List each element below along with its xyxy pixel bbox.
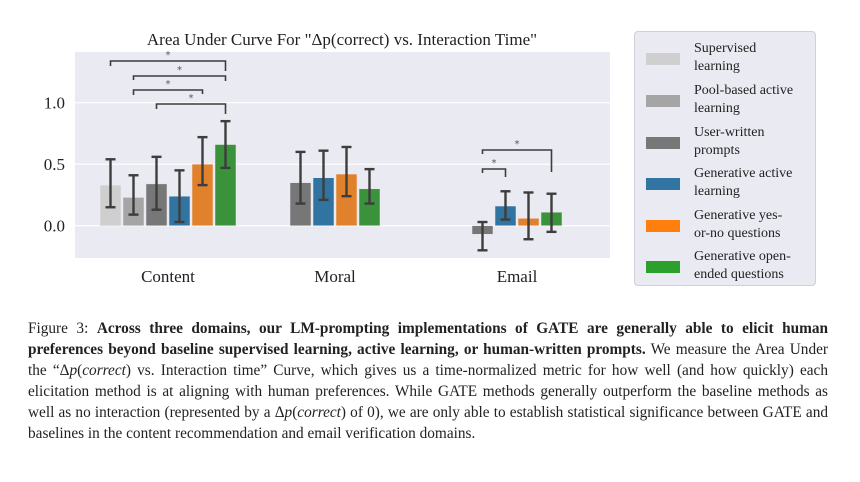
y-axis-ticks: 0.0 0.5 1.0 — [44, 94, 65, 236]
legend-swatch — [646, 220, 680, 232]
significance-bracket — [132, 89, 204, 95]
significance-marker: * — [166, 79, 171, 90]
legend-label: Generative open-ended questions — [694, 249, 791, 282]
legend-swatch — [646, 53, 680, 65]
y-tick-label: 0.0 — [44, 217, 65, 236]
error-bars — [105, 119, 557, 252]
legend-item-user-written: User-written prompts — [635, 122, 815, 162]
legend-label: Supervised learning — [694, 41, 757, 74]
plot-area — [75, 52, 610, 258]
x-tick-label: Moral — [314, 267, 356, 286]
legend-swatch — [646, 178, 680, 190]
caption-math: Δ — [274, 404, 285, 421]
significance-bracket — [132, 75, 227, 81]
legend-swatch — [646, 137, 680, 149]
y-tick-label: 1.0 — [44, 94, 65, 113]
caption-math: p — [284, 404, 293, 421]
significance-marker: * — [492, 158, 497, 169]
caption-math: Δ — [59, 362, 70, 379]
legend-label: Generative yes-or-no questions — [694, 208, 783, 241]
caption-text: We measure the Area Under the “ — [28, 341, 828, 379]
legend: Supervised learning Pool-based active lear… — [634, 31, 816, 286]
caption-bold: Across three domains, our LM-prompting i… — [28, 320, 828, 358]
significance-marker: * — [166, 50, 171, 61]
significance-bracket — [155, 103, 227, 114]
caption-math: p — [69, 362, 78, 379]
caption-math: correct — [297, 404, 341, 421]
legend-label: Pool-based active learning — [694, 83, 794, 116]
y-tick-label: 0.5 — [44, 155, 65, 174]
significance-marker: * — [177, 65, 182, 76]
caption-math: correct — [82, 362, 126, 379]
x-tick-label: Email — [497, 267, 538, 286]
legend-label: Generative active learning — [694, 166, 793, 199]
significance-marker: * — [189, 93, 194, 104]
significance-brackets: * * * * * * — [109, 50, 553, 177]
legend-label: User-written prompts — [694, 125, 765, 158]
legend-swatch — [646, 95, 680, 107]
significance-bracket — [481, 149, 553, 172]
legend-item-supervised: Supervised learning — [635, 38, 815, 78]
legend-item-generative-active: Generative active learning — [635, 163, 815, 203]
caption-text: ) vs. Interaction time” Curve, which giv… — [28, 362, 828, 421]
legend-item-generative-open-ended: Generative open-ended questions — [635, 246, 815, 286]
x-axis-ticks: Content Moral Email — [141, 267, 537, 286]
significance-bracket — [109, 60, 227, 71]
legend-swatch — [646, 261, 680, 273]
bar-chart: Area Under Curve For "Δp(correct) vs. In… — [44, 30, 610, 286]
significance-marker: * — [515, 139, 520, 150]
caption-text: ) of 0), we are only able to establish s… — [28, 404, 828, 442]
significance-bracket — [481, 168, 507, 177]
chart-title: Area Under Curve For "Δp(correct) vs. In… — [147, 30, 537, 49]
x-tick-label: Content — [141, 267, 195, 286]
legend-item-pool-based: Pool-based active learning — [635, 80, 815, 120]
caption-label: Figure 3: — [28, 320, 89, 337]
figure-caption: Figure 3: Across three domains, our LM-p… — [28, 320, 828, 442]
legend-item-generative-yes-no: Generative yes-or-no questions — [635, 205, 815, 245]
